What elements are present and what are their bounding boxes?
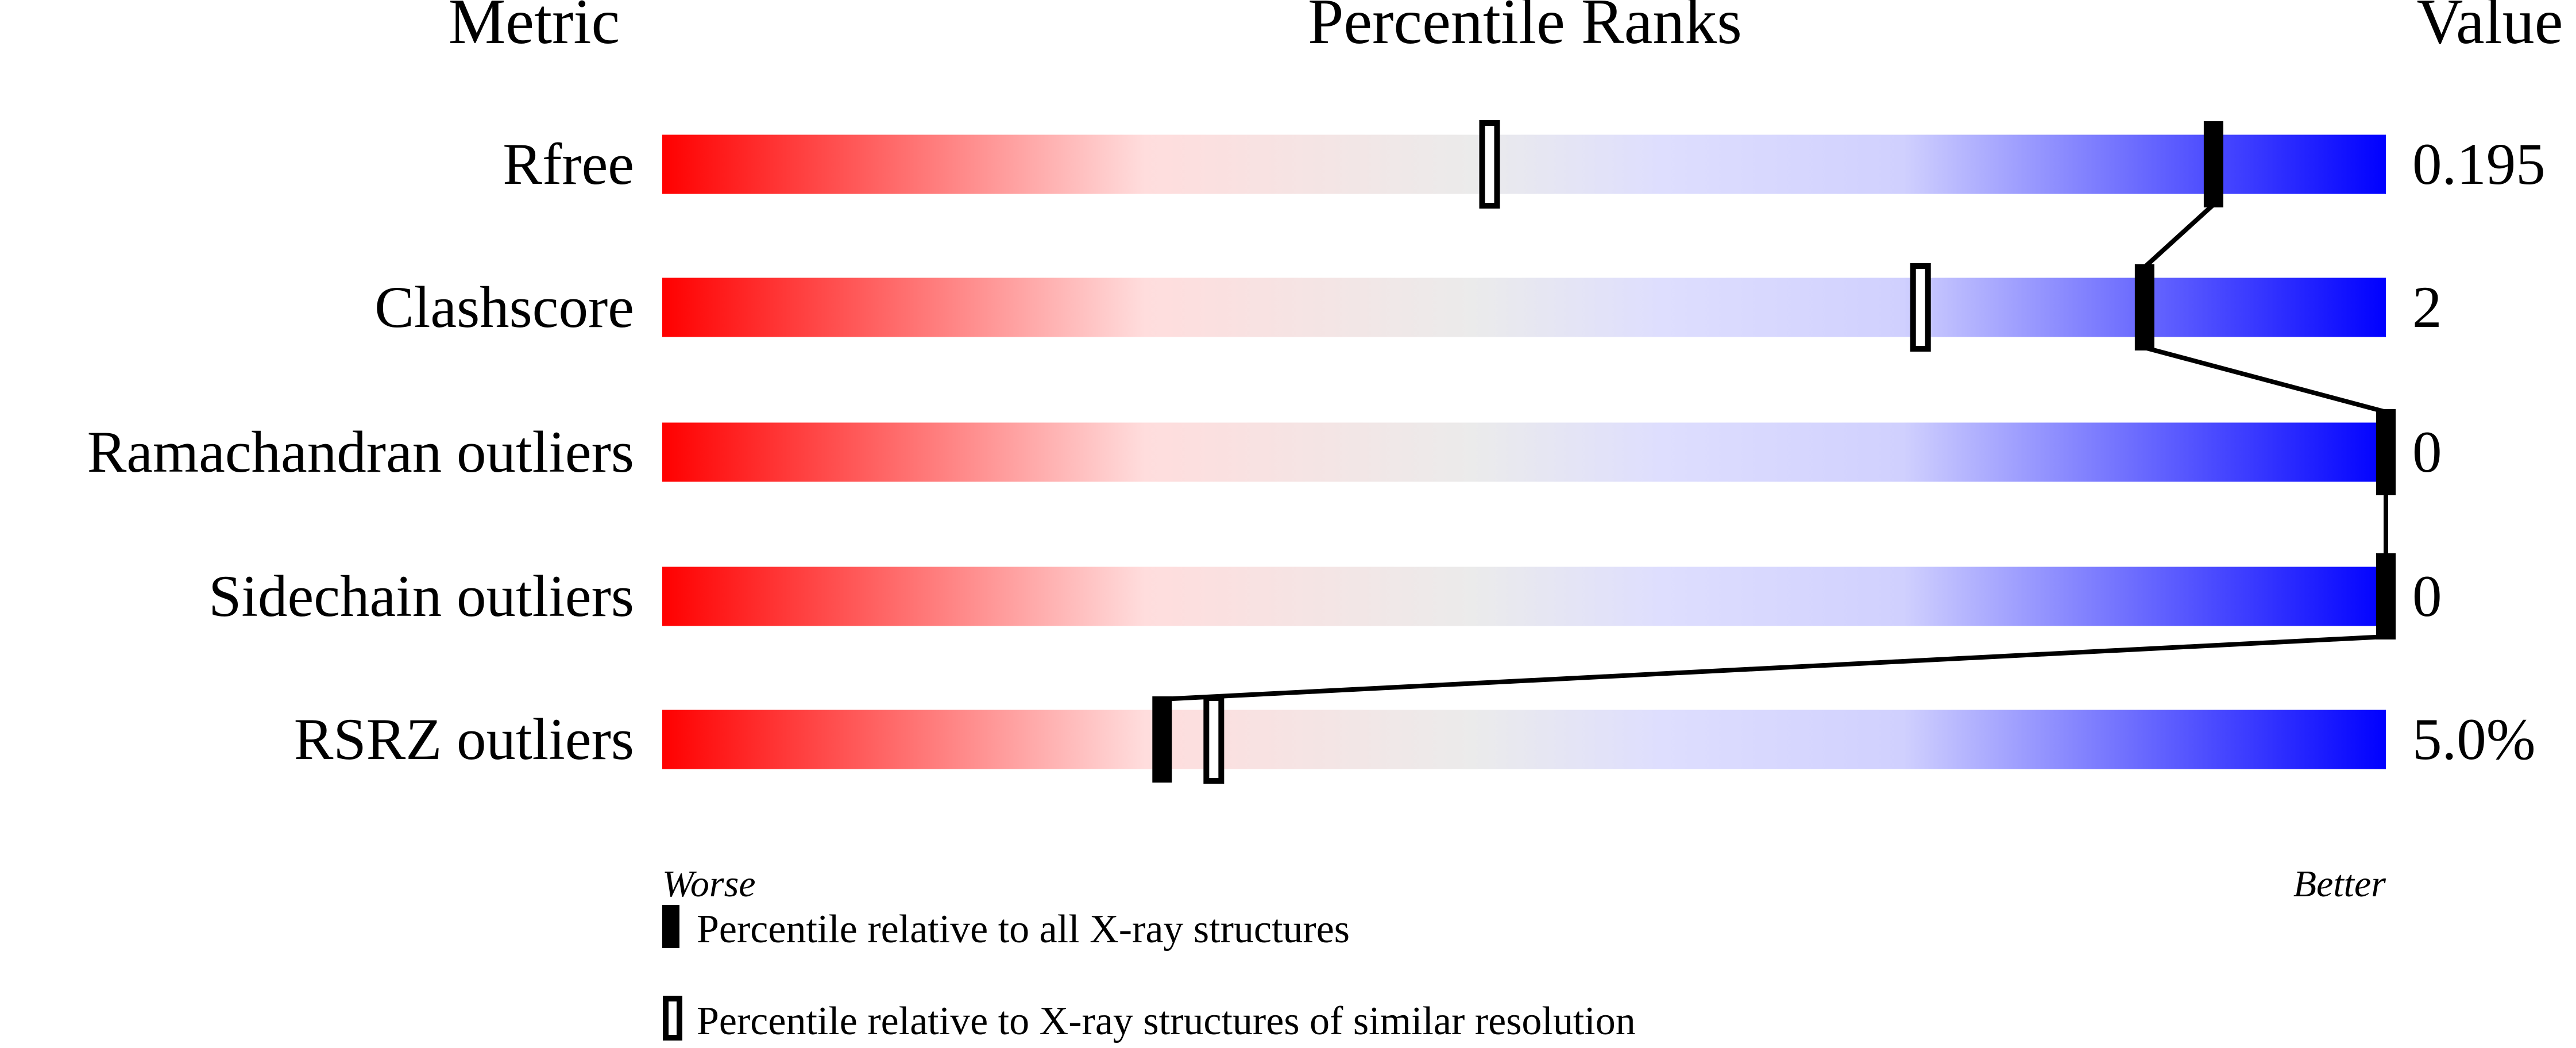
legend-filled-label: Percentile relative to all X-ray structu… <box>697 907 1350 951</box>
percentile-similar-marker <box>1910 263 1931 352</box>
better-label: Better <box>2293 863 2386 905</box>
metric-value: 0 <box>2412 564 2442 629</box>
metric-label: RSRZ outliers <box>294 707 634 772</box>
metric-label: Ramachandran outliers <box>87 419 634 485</box>
percentile-similar-marker <box>1203 695 1225 784</box>
percentile-similar-marker <box>1479 120 1500 209</box>
percentile-all-marker <box>2376 409 2396 495</box>
percentile-all-marker <box>1152 696 1172 783</box>
percentile-bar <box>662 134 2386 194</box>
percentile-bar <box>662 422 2386 482</box>
percentile-all-marker <box>2134 264 2154 350</box>
metric-value: 0 <box>2412 419 2442 485</box>
header-metric: Metric <box>449 0 620 57</box>
connector-line <box>1162 634 2386 702</box>
header-percentile-ranks: Percentile Ranks <box>1308 0 1742 57</box>
worse-label: Worse <box>662 863 756 905</box>
metric-value: 2 <box>2412 275 2442 340</box>
percentile-bar <box>662 278 2386 337</box>
connector-line <box>2143 203 2215 269</box>
percentile-all-marker <box>2376 553 2396 639</box>
metric-label: Rfree <box>503 132 634 197</box>
metric-value: 0.195 <box>2412 132 2546 197</box>
percentile-bar <box>662 710 2386 769</box>
legend-open-label: Percentile relative to X-ray structures … <box>697 999 1636 1043</box>
percentile-bar <box>662 567 2386 626</box>
metric-value: 5.0% <box>2412 707 2536 772</box>
legend-filled-marker <box>662 905 679 948</box>
connector-line <box>2144 345 2387 414</box>
percentile-all-marker <box>2203 121 2223 207</box>
header-value: Value <box>2416 0 2563 57</box>
legend-open-marker <box>663 996 682 1041</box>
metric-label: Clashscore <box>374 275 634 340</box>
metric-label: Sidechain outliers <box>208 564 634 629</box>
